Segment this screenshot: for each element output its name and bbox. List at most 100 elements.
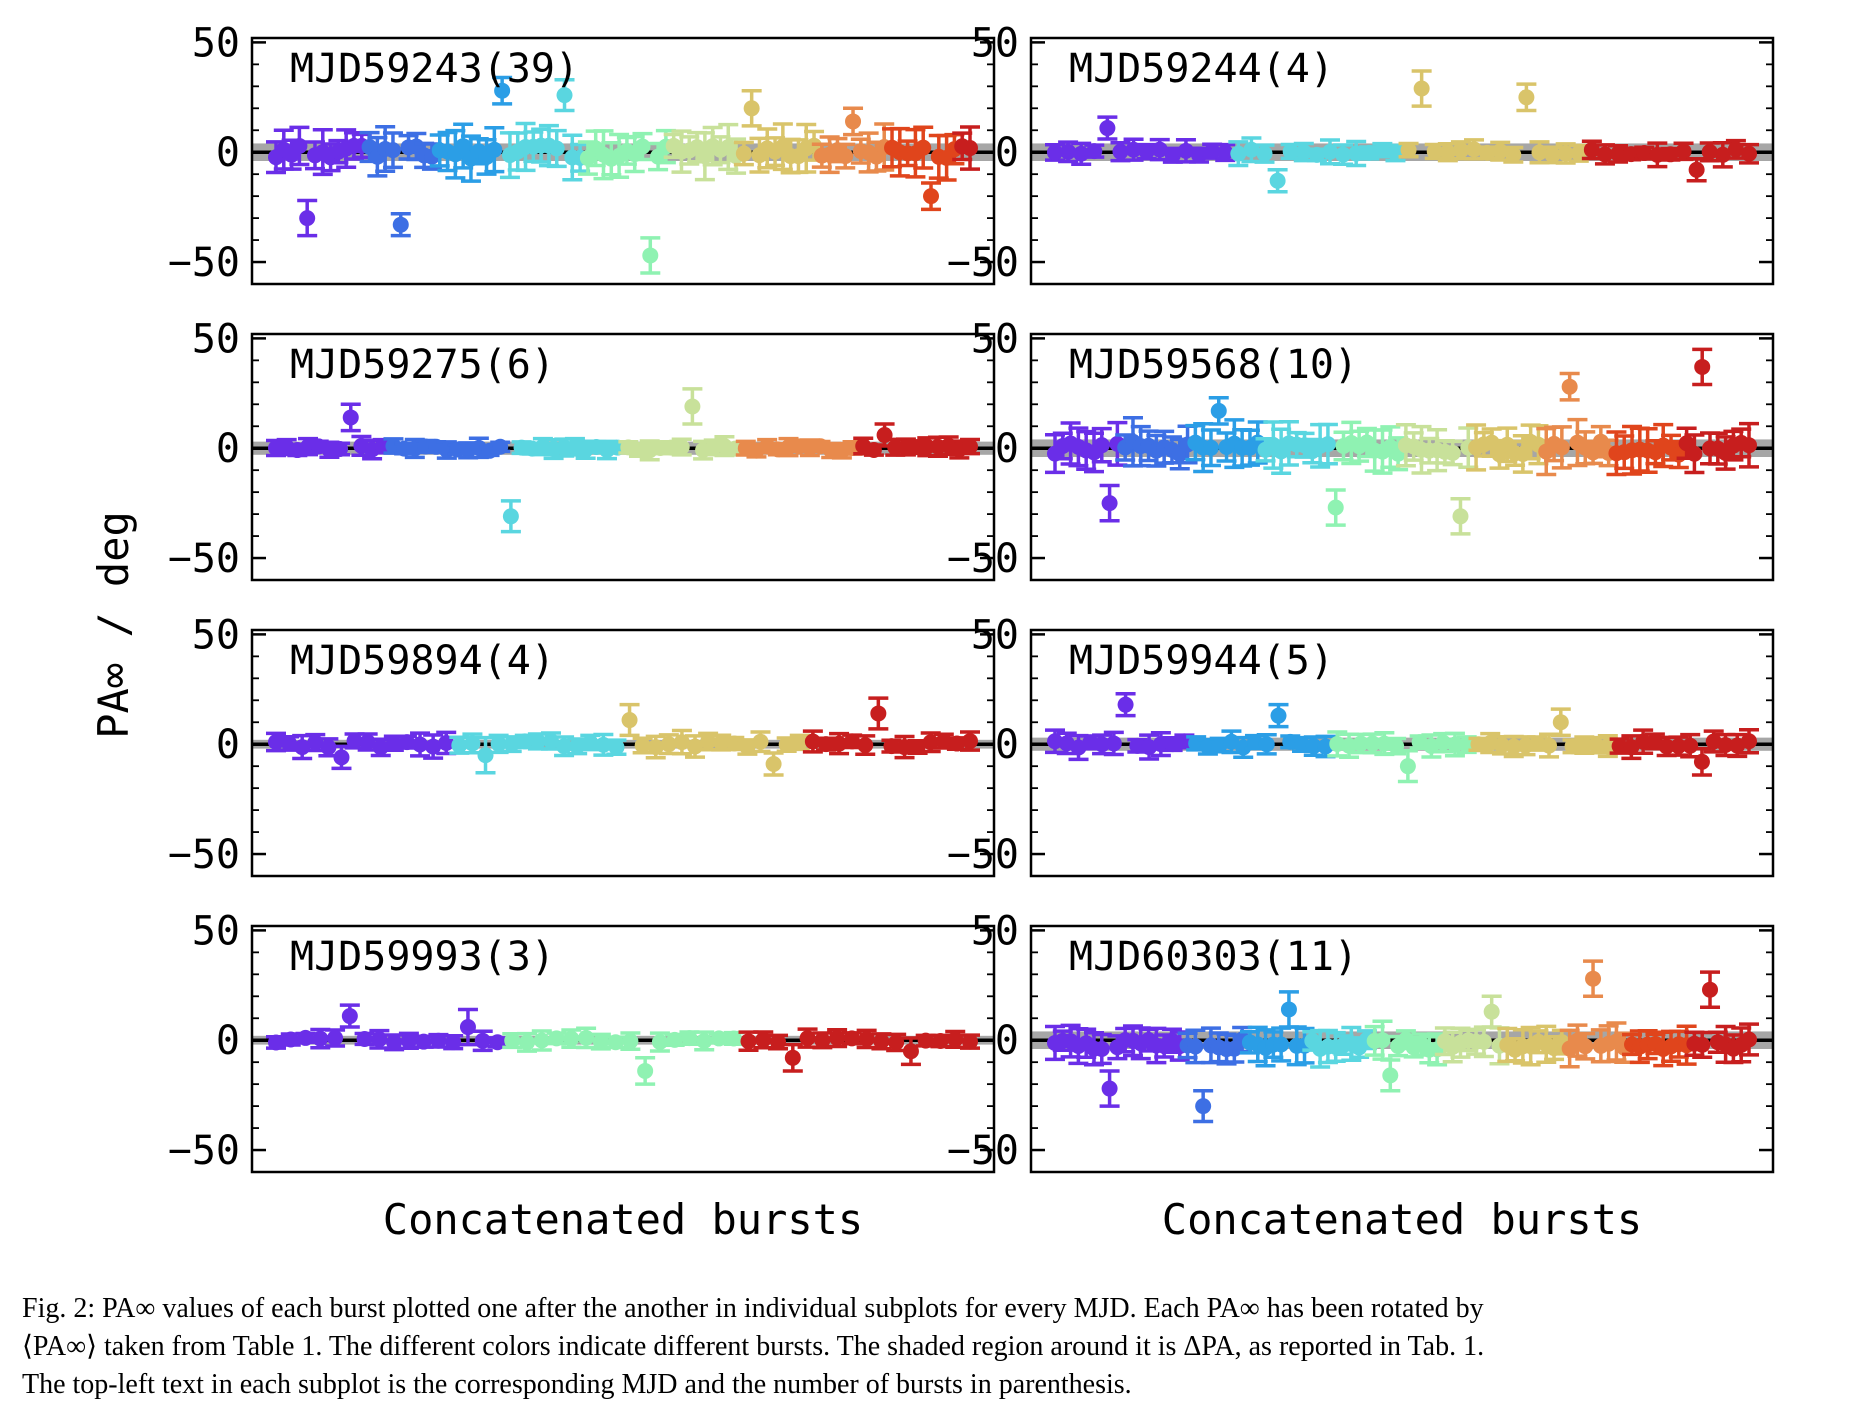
burst-point (390, 211, 411, 238)
burst-point (1516, 82, 1537, 113)
y-tick-label: −50 (168, 240, 240, 286)
burst-point (609, 132, 630, 180)
burst-point (590, 1032, 611, 1051)
burst-point (682, 387, 703, 426)
y-tick-label: 0 (216, 722, 240, 768)
burst-point (1551, 425, 1572, 470)
burst-point (856, 1028, 877, 1050)
burst-point (453, 122, 474, 170)
burst-point (1739, 1022, 1759, 1057)
burst-point (325, 1028, 346, 1048)
burst-point (1609, 737, 1630, 755)
burst-point (1450, 496, 1471, 536)
caption-line-1: Fig. 2: PA∞ values of each burst plotted… (22, 1293, 1484, 1324)
burst-point (423, 733, 444, 760)
burst-point (1193, 1088, 1214, 1124)
burst-point (1464, 138, 1485, 161)
burst-point (894, 734, 915, 760)
axes-frame (250, 924, 996, 1174)
burst-point (1550, 707, 1571, 738)
burst-point (1684, 433, 1705, 475)
burst-point (1056, 731, 1077, 756)
burst-point (768, 1033, 789, 1051)
burst-point (492, 75, 513, 106)
burst-point (1325, 488, 1346, 527)
burst-point (1575, 1031, 1596, 1061)
y-axis-label: PA∞ / deg (89, 511, 138, 739)
burst-point (960, 1033, 980, 1050)
burst-point (340, 402, 361, 433)
axes-frame (1029, 628, 1775, 878)
burst-point (546, 1030, 567, 1047)
burst-point (593, 129, 614, 181)
burst-point (554, 735, 575, 758)
burst-point (1583, 959, 1604, 999)
y-tick-label: −50 (947, 832, 1019, 878)
burst-point (913, 125, 934, 170)
burst-point (738, 1030, 759, 1053)
burst-point (1692, 347, 1713, 387)
burst-point (741, 88, 762, 128)
axes-frame (1029, 924, 1775, 1174)
burst-point (1256, 732, 1277, 756)
burst-point (1136, 142, 1157, 161)
burst-point (1468, 736, 1489, 753)
burst-point (297, 198, 318, 238)
burst-point (1091, 426, 1112, 464)
burst-point (1442, 439, 1463, 467)
burst-point (484, 126, 505, 174)
y-tick-label: 50 (192, 612, 240, 658)
y-tick-label: 0 (995, 426, 1019, 472)
burst-point (369, 1028, 390, 1050)
burst-point (1228, 140, 1249, 168)
burst-point (1280, 142, 1301, 161)
burst-point (1559, 371, 1580, 402)
burst-points (266, 696, 980, 777)
burst-point (1115, 691, 1136, 718)
burst-point (546, 128, 567, 169)
subplot-mjd59993: 50 0 −50 MJD59993(3) Concatenated bursts (168, 908, 996, 1244)
burst-point (1071, 141, 1092, 166)
burst-point (1398, 141, 1419, 159)
burst-point (815, 736, 836, 753)
burst-point (868, 696, 889, 731)
x-axis-label: Concatenated bursts (1162, 1195, 1642, 1244)
burst-point (921, 181, 942, 212)
y-tick-label: −50 (168, 1128, 240, 1174)
burst-point (900, 1036, 921, 1067)
y-tick-label: −50 (947, 536, 1019, 582)
axes-frame (250, 36, 996, 286)
panel-label: MJD59568(10) (1069, 342, 1358, 388)
burst-point (1437, 142, 1458, 163)
burst-point (468, 436, 489, 460)
burst-points (1045, 959, 1759, 1124)
burst-point (384, 1033, 405, 1052)
burst-point (1481, 994, 1502, 1029)
burst-point (1139, 733, 1160, 761)
burst-points (1045, 347, 1759, 536)
burst-point (1254, 143, 1275, 164)
burst-point (698, 731, 719, 752)
y-tick-label: 50 (192, 316, 240, 362)
y-tick-label: 0 (216, 426, 240, 472)
y-tick-label: 0 (995, 130, 1019, 176)
burst-point (490, 438, 511, 455)
burst-point (960, 437, 980, 456)
subplot-mjd59243: 50 0 −50 MJD59243(39) (168, 20, 996, 286)
burst-point (645, 734, 666, 760)
burst-point (339, 1003, 360, 1029)
burst-point (776, 736, 797, 753)
burst-point (1686, 157, 1707, 183)
subplot-mjd59568: 50 0 −50 MJD59568(10) (947, 316, 1775, 582)
burst-point (1444, 731, 1465, 758)
burst-point (881, 738, 902, 755)
burst-point (449, 735, 470, 755)
burst-point (410, 731, 431, 758)
burst-point (1633, 728, 1654, 756)
figure-caption: Fig. 2: PA∞ values of each burst plotted… (22, 1290, 1852, 1404)
burst-point (457, 1007, 478, 1047)
burst-point (1503, 734, 1524, 759)
burst-point (1333, 430, 1354, 462)
burst-point (855, 734, 876, 757)
burst-point (619, 702, 640, 738)
